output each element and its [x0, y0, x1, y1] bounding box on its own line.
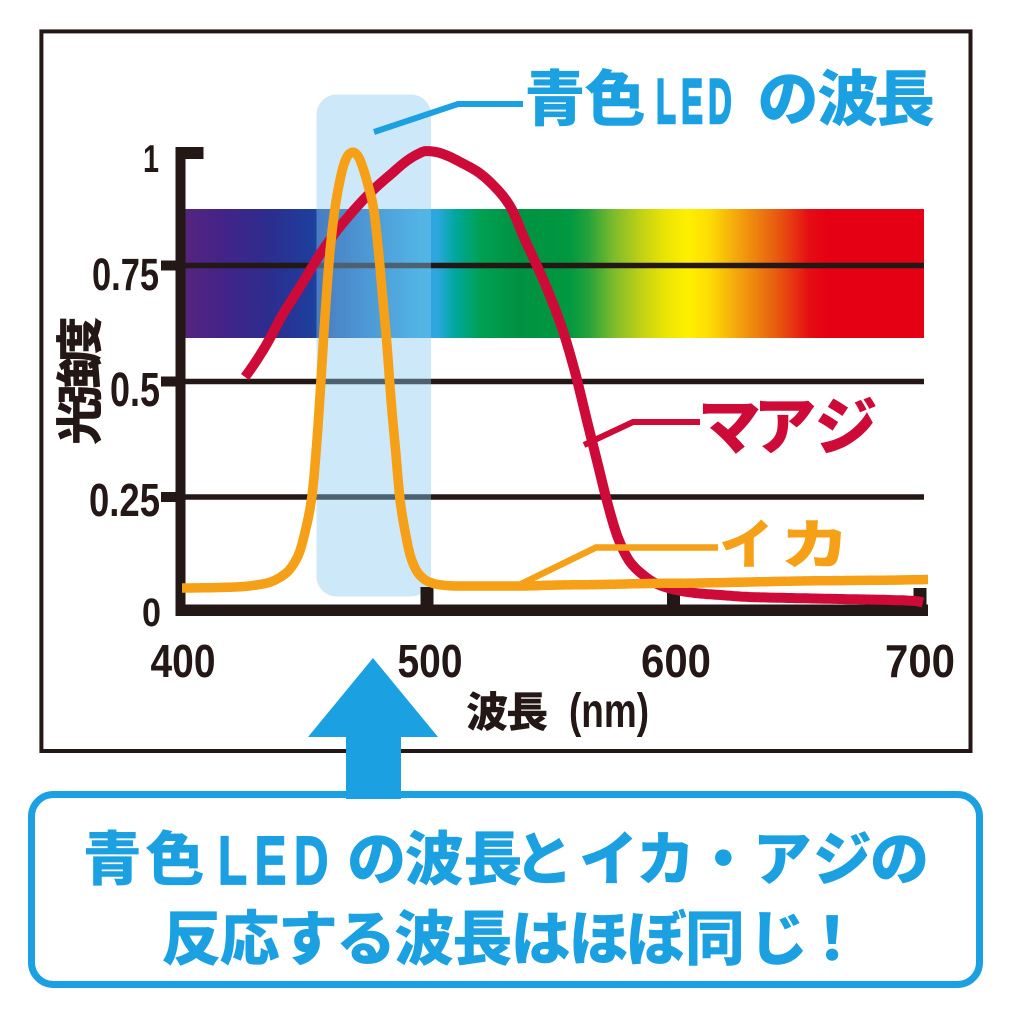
svg-text:0.5: 0.5	[110, 364, 160, 417]
svg-text:600: 600	[641, 635, 711, 687]
svg-text:500: 500	[398, 635, 463, 687]
svg-text:0.25: 0.25	[89, 474, 160, 526]
svg-text:LED: LED	[218, 822, 336, 899]
svg-text:0.75: 0.75	[92, 249, 159, 300]
svg-text:LED: LED	[656, 67, 737, 137]
svg-text:1: 1	[143, 138, 159, 181]
svg-text:700: 700	[885, 635, 955, 687]
svg-text:400: 400	[151, 635, 216, 687]
svg-text:0: 0	[142, 591, 161, 635]
svg-text:(nm): (nm)	[569, 685, 649, 738]
